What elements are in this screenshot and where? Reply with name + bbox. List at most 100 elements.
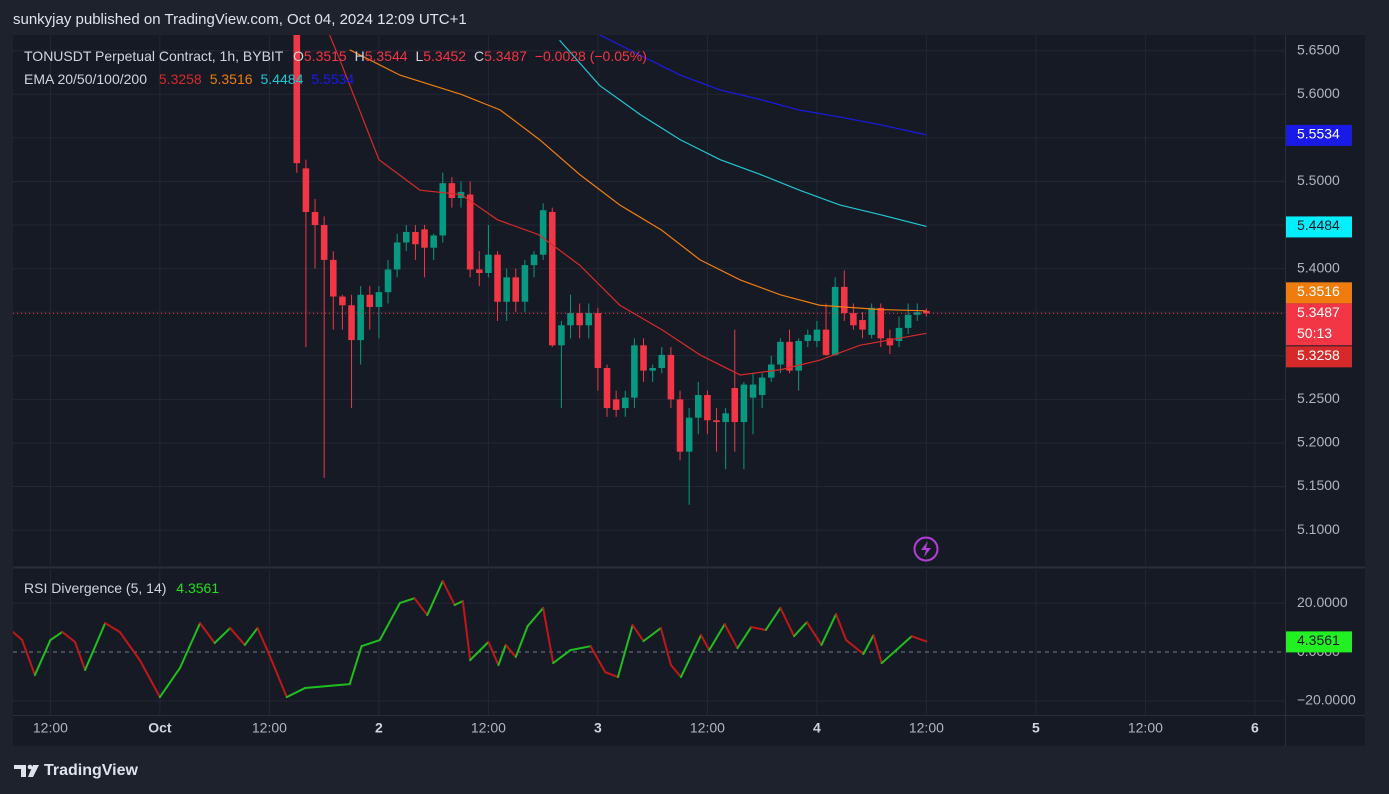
candle-body [485,254,492,273]
candle-body [393,242,401,270]
rsi-segment [469,641,490,662]
y-tick-label: 5.2500 [1297,390,1340,406]
candle-body [348,305,355,341]
ohlc-value: 5.3544 [365,48,408,64]
rsi-segment [199,622,216,644]
ema-line [599,35,927,136]
rsi-segment [669,664,682,679]
candle-body [494,254,501,302]
y-tick-label: 5.2000 [1297,434,1340,450]
rsi-segment [285,687,306,699]
y-tick-label: 5.5000 [1297,172,1340,188]
rsi-segment [679,634,703,679]
candle-body [777,341,784,365]
rsi-segment [750,626,767,632]
candle-body [594,313,602,368]
ema-label-bg [1286,216,1352,238]
candle-body [475,269,483,273]
rsi-segment [497,643,507,667]
rsi-segment [779,606,796,638]
candle-body [357,294,364,341]
rsi-value: 4.3561 [176,580,219,596]
x-tick-label: 12:00 [1128,720,1163,736]
ema-label-bg [1286,282,1352,304]
candle-body [694,395,702,418]
ema-title: EMA 20/50/100/200 [24,71,147,87]
axes: 12:00 Oct 12:00 2 12:00 3 12:00 4 12:00 5 12:00 6 5.… [33,41,1356,735]
rsi-segment [74,641,87,671]
candle-body [539,210,547,255]
ema-label: 5.3516 [1297,283,1340,299]
x-tick-label: 5 [1032,720,1040,736]
price-label-bg [1286,303,1352,346]
candle-body [293,35,301,164]
candle-body [895,327,903,341]
x-tick-label: 6 [1251,720,1259,736]
ema-label-bg [1286,346,1352,368]
alert-icon [913,536,939,562]
rsi-segment [118,630,141,662]
rsi-segment [526,606,545,628]
rsi-segment [700,634,711,652]
candle-body [749,384,757,398]
footer-logo: TradingView [44,762,139,779]
rsi-title: RSI Divergence (5, 14) [24,580,166,596]
ema-legend: EMA 20/50/100/200 5.3258 5.3516 5.4484 5.55… [24,71,354,87]
x-tick-label: 12:00 [909,720,944,736]
rsi-segment [793,621,808,638]
candle-body [758,377,766,396]
price-pane [13,35,1285,565]
candle-body [704,395,711,421]
x-tick-label: 12:00 [690,720,725,736]
candle-body [877,307,885,339]
candle-body [731,388,739,423]
x-tick-label: 3 [594,720,602,736]
rsi-segment [862,634,875,656]
y-tick-label: 5.1500 [1297,477,1340,493]
rsi-segment [616,624,634,679]
rsi-label: 4.3561 [1297,632,1340,648]
ohlc-prefix: C [474,48,484,64]
ema-legend-value: 5.4484 [261,71,304,87]
rsi-segment [243,627,259,646]
rsi-segment [441,580,456,607]
rsi-segment [642,627,662,643]
candle-body [430,235,437,248]
rsi-segment [589,645,607,674]
rsi-segment [631,624,645,643]
candle-body [366,294,374,307]
y-tick-label: 5.6500 [1297,41,1340,57]
candle-body [795,340,802,371]
rsi-legend: RSI Divergence (5, 14) 4.3561 [24,580,219,596]
candle-body [466,194,474,270]
rsi-segment [256,627,271,656]
candle-body [548,211,556,346]
rsi-segment [13,630,24,642]
rsi-segment [835,613,848,642]
candle-body [822,329,830,355]
rsi-segment [542,606,555,665]
rsi-segment [895,635,913,652]
candle-body [713,420,720,423]
candle-body [402,232,410,243]
rsi-segment [764,606,782,632]
candle-body [868,307,875,335]
ohlc-value: 5.3452 [423,48,466,64]
candle-body [412,232,419,245]
ohlc-prefix: H [355,48,365,64]
rsi-segment [872,634,883,665]
candle-body [421,229,428,248]
rsi-segment [820,613,838,646]
candle-body [685,417,693,452]
candle-body [558,325,565,346]
candle-body [612,399,620,410]
candle-body [603,367,611,409]
candle-body [567,313,574,326]
candle-body [804,334,812,341]
candle-body [448,183,456,199]
rsi-segment [158,666,181,699]
rsi-segment [845,639,865,656]
rsi-segment [268,653,288,699]
candle-body [813,329,821,341]
candle-body [311,211,319,226]
